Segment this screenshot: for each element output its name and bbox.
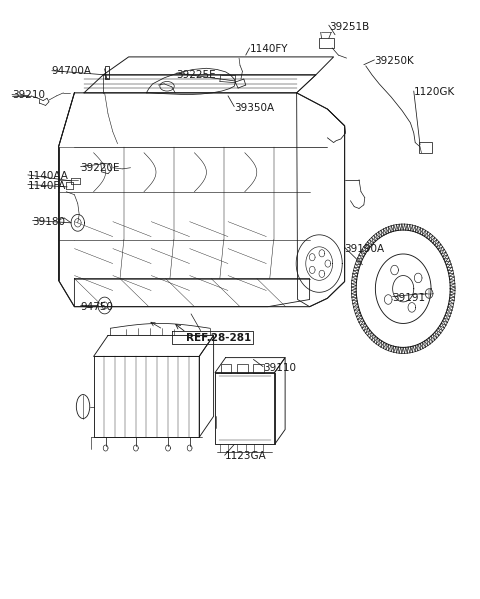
Text: 1120GK: 1120GK (414, 87, 455, 96)
Ellipse shape (76, 395, 90, 419)
Text: 1140AA: 1140AA (28, 171, 69, 181)
Text: 1140FA: 1140FA (28, 181, 66, 190)
Text: REF.28-281: REF.28-281 (186, 334, 252, 343)
Bar (105, 66, 109, 79)
Text: 39225E: 39225E (177, 70, 216, 80)
Bar (221, 364, 231, 373)
Text: 39180: 39180 (33, 217, 66, 226)
Bar (253, 364, 264, 373)
Text: 39250K: 39250K (374, 56, 414, 66)
Text: 39251B: 39251B (329, 22, 369, 32)
Bar (319, 38, 334, 48)
Bar (419, 142, 432, 153)
Ellipse shape (160, 81, 174, 91)
Text: 39191: 39191 (393, 294, 426, 303)
Text: 1123GA: 1123GA (225, 452, 266, 461)
Text: 39220E: 39220E (81, 163, 120, 173)
Bar (237, 364, 248, 373)
Text: 1140FY: 1140FY (250, 44, 288, 54)
Text: 39210: 39210 (12, 90, 45, 99)
Text: 39190A: 39190A (345, 244, 385, 253)
Text: 39350A: 39350A (234, 103, 275, 113)
Text: 94700A: 94700A (52, 66, 92, 75)
Text: 94750: 94750 (81, 302, 114, 311)
Text: 39110: 39110 (263, 364, 296, 373)
